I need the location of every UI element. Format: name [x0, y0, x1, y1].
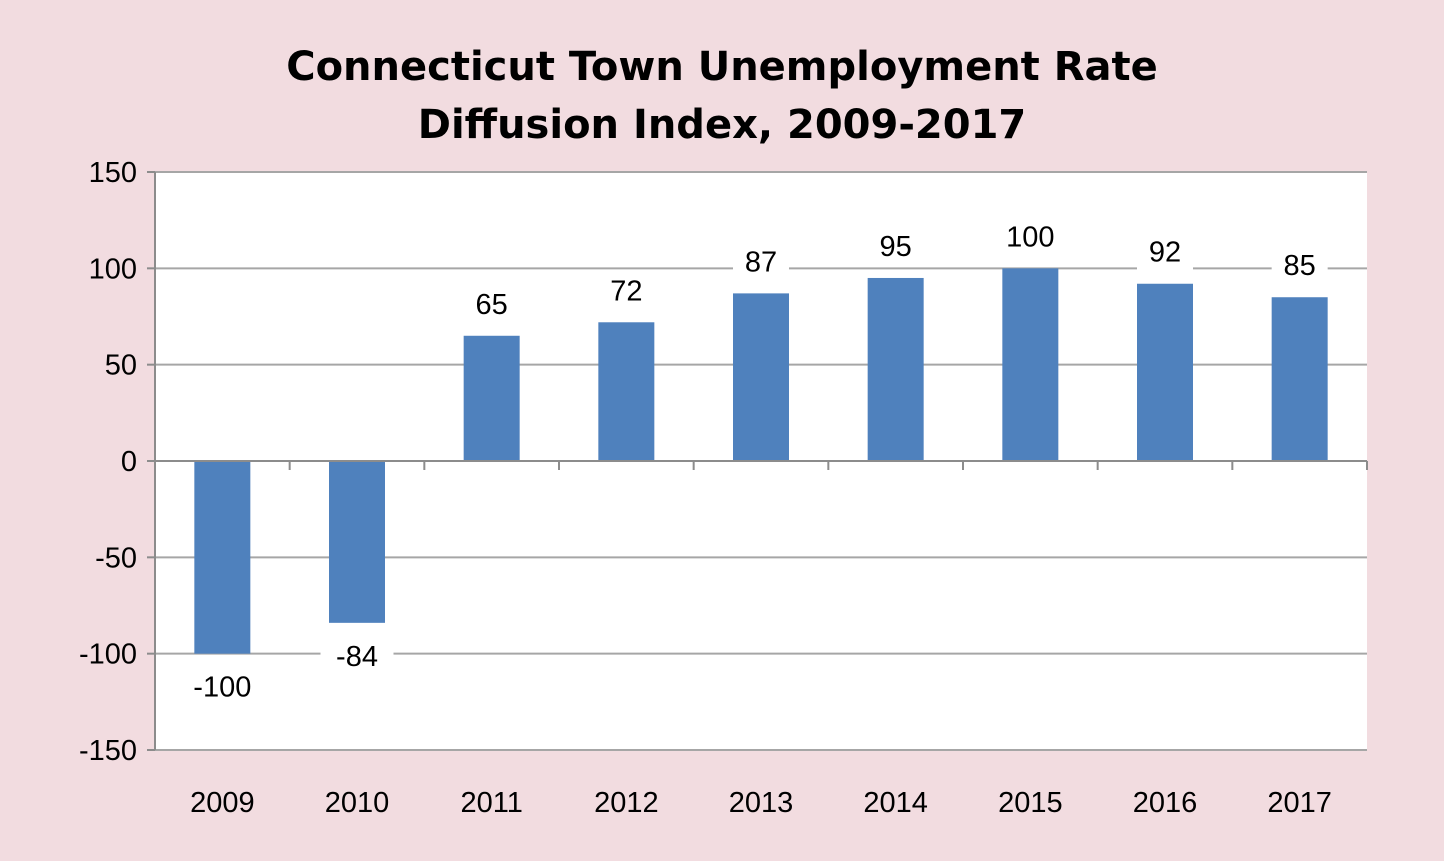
bar-2017	[1271, 297, 1328, 461]
bar-2010	[329, 461, 385, 623]
bar-2016	[1137, 283, 1193, 461]
chart-title-line-2: Diffusion Index, 2009-2017	[417, 102, 1027, 148]
y-tick-label: 150	[89, 157, 137, 189]
data-label-2009: -100	[193, 672, 251, 704]
data-label-2016: 92	[1149, 237, 1181, 269]
x-tick-label-2009: 2009	[190, 787, 255, 819]
data-label-2015: 100	[1006, 221, 1054, 253]
axes	[147, 171, 1368, 751]
x-tick-label-2015: 2015	[998, 787, 1063, 819]
bar-2012	[598, 322, 655, 461]
bar-2009	[194, 461, 251, 654]
data-label-background	[1137, 231, 1193, 272]
chart-title: Connecticut Town Unemployment Rate Diffu…	[0, 38, 1444, 154]
x-tick-label-2014: 2014	[863, 787, 928, 819]
bar-2013	[733, 293, 789, 461]
y-tick-label: -150	[79, 735, 137, 767]
y-tick-label: -50	[95, 542, 137, 574]
labels: 150 100 50 0 -50 -100 -150 -100 2009 -84 2010 65 201…	[79, 157, 1332, 819]
x-tick-label-2013: 2013	[729, 787, 794, 819]
data-label-2014: 95	[880, 231, 912, 263]
y-tick-label: 0	[121, 446, 137, 478]
data-label-background	[993, 216, 1067, 257]
data-label-background	[1271, 245, 1328, 286]
x-tick-label-2012: 2012	[594, 787, 659, 819]
chart-title-line-1: Connecticut Town Unemployment Rate	[286, 44, 1158, 90]
data-label-2013: 87	[745, 246, 777, 278]
data-label-background	[463, 283, 520, 324]
data-label-2011: 65	[476, 289, 508, 321]
x-tick-label-2011: 2011	[460, 787, 522, 819]
y-tick-label: 100	[89, 253, 137, 285]
y-tick-label: -100	[79, 639, 137, 671]
data-label-background	[177, 666, 268, 707]
data-label-background	[320, 635, 394, 676]
data-label-2010: -84	[336, 641, 378, 673]
x-tick-label-2010: 2010	[325, 787, 390, 819]
bar-2011	[463, 335, 520, 461]
data-label-2012: 72	[610, 275, 642, 307]
data-label-background	[598, 270, 655, 311]
x-tick-label-2017: 2017	[1267, 787, 1332, 819]
bars	[194, 268, 1328, 654]
data-label-background	[733, 241, 789, 282]
bar-2015	[1002, 268, 1059, 461]
bar-2014	[867, 277, 924, 461]
data-label-2017: 85	[1284, 250, 1316, 282]
y-tick-label: 50	[105, 350, 137, 382]
x-tick-label-2016: 2016	[1133, 787, 1198, 819]
data-label-background	[867, 225, 924, 266]
